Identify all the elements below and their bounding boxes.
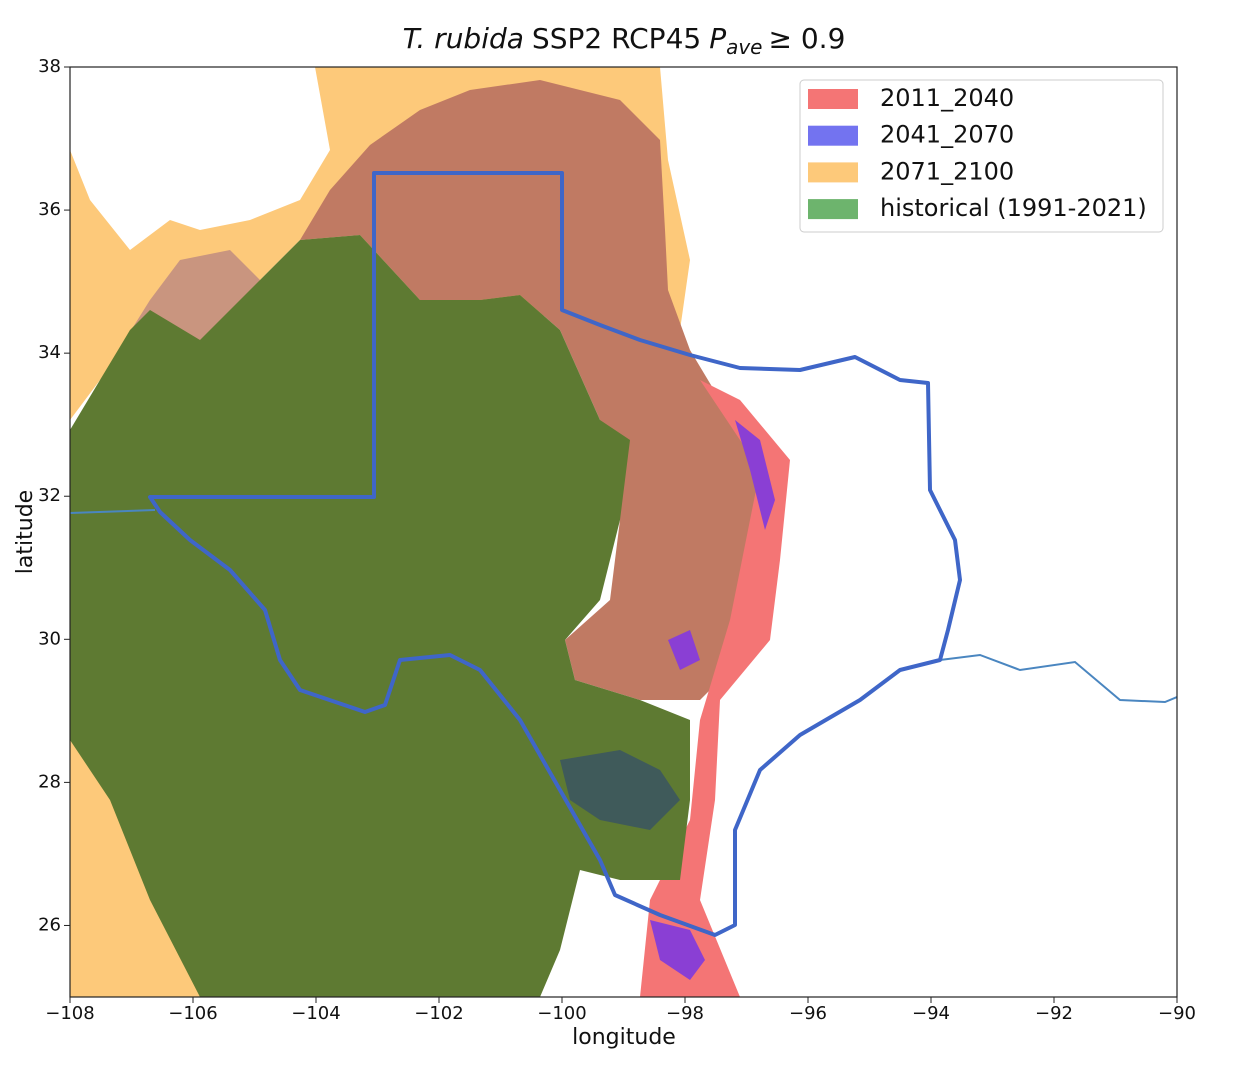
x-tick-label: −98 <box>666 1003 704 1024</box>
y-tick-label: 26 <box>38 914 61 935</box>
x-tick-label: −100 <box>537 1003 586 1024</box>
chart-title: T. rubida SSP2 RCP45 Pave ≥ 0.9 <box>403 22 846 59</box>
x-tick-label: −102 <box>414 1003 463 1024</box>
legend-swatch <box>808 89 858 109</box>
title-species: T. rubida <box>403 22 524 55</box>
region-2041-2070-coast <box>650 920 705 980</box>
y-axis-label: latitude <box>13 490 38 574</box>
legend-label: historical (1991-2021) <box>880 194 1147 222</box>
legend-label: 2011_2040 <box>880 84 1014 112</box>
region-2011-2040-overlap <box>300 80 770 700</box>
x-tick-label: −104 <box>291 1003 340 1024</box>
title-symbol: P <box>709 22 726 55</box>
region-2041-2070 <box>735 420 775 530</box>
x-tick-label: −94 <box>912 1003 950 1024</box>
y-tick-label: 32 <box>38 485 61 506</box>
y-tick-label: 38 <box>38 56 61 77</box>
region-mix <box>560 750 680 830</box>
y-tick-label: 34 <box>38 342 61 363</box>
y-tick-label: 28 <box>38 771 61 792</box>
region-historical <box>70 235 690 997</box>
map-layers <box>70 67 1177 997</box>
title-subscript: ave <box>726 35 762 59</box>
legend-swatch <box>808 125 858 146</box>
region-2011-2040 <box>640 380 790 997</box>
x-tick-label: −90 <box>1158 1003 1196 1024</box>
legend-label: 2071_2100 <box>880 157 1014 185</box>
legend-box <box>799 79 1164 233</box>
x-tick-label: −96 <box>789 1003 827 1024</box>
plot-frame <box>69 66 1178 998</box>
title-scenario: SSP2 RCP45 <box>532 22 701 55</box>
y-tick-label: 30 <box>38 628 61 649</box>
title-threshold: ≥ 0.9 <box>769 22 846 55</box>
x-tick-label: −106 <box>168 1003 217 1024</box>
x-tick-label: −92 <box>1035 1003 1073 1024</box>
x-axis-label: longitude <box>572 1025 676 1050</box>
legend-swatch <box>808 162 858 183</box>
border-thin <box>70 509 1177 704</box>
y-tick-label: 36 <box>38 199 61 220</box>
region-2041-2070-south <box>668 630 700 670</box>
legend-label: 2041_2070 <box>880 121 1014 149</box>
legend: 2011_2040 2041_2070 2071_2100 historical (1… <box>799 79 1164 233</box>
legend-swatch <box>808 199 858 220</box>
x-tick-label: −108 <box>45 1003 94 1024</box>
texas-border <box>148 171 962 937</box>
